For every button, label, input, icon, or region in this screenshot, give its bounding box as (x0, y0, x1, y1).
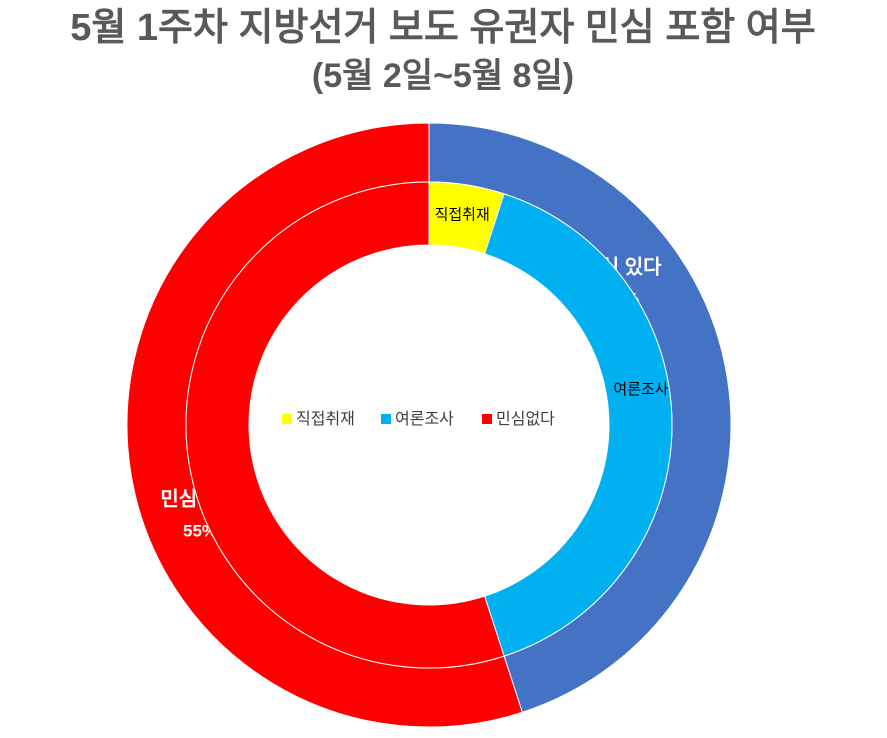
chart-subtitle: (5월 2일~5월 8일) (312, 57, 574, 95)
legend-swatch (482, 414, 492, 424)
legend-swatch (381, 414, 391, 424)
legend-label: 민심없다 (496, 410, 555, 428)
donut-slice (483, 193, 673, 657)
slice-label: 여론조사 (613, 381, 668, 398)
legend-label: 여론조사 (395, 410, 454, 428)
chart-title: 5월 1주차 지방선거 보도 유권자 민심 포함 여부 (70, 7, 815, 49)
legend-label: 직접취재 (296, 410, 355, 428)
slice-label: 직접취재 (435, 207, 490, 224)
legend-swatch (282, 414, 292, 424)
donut-slice (185, 181, 505, 669)
